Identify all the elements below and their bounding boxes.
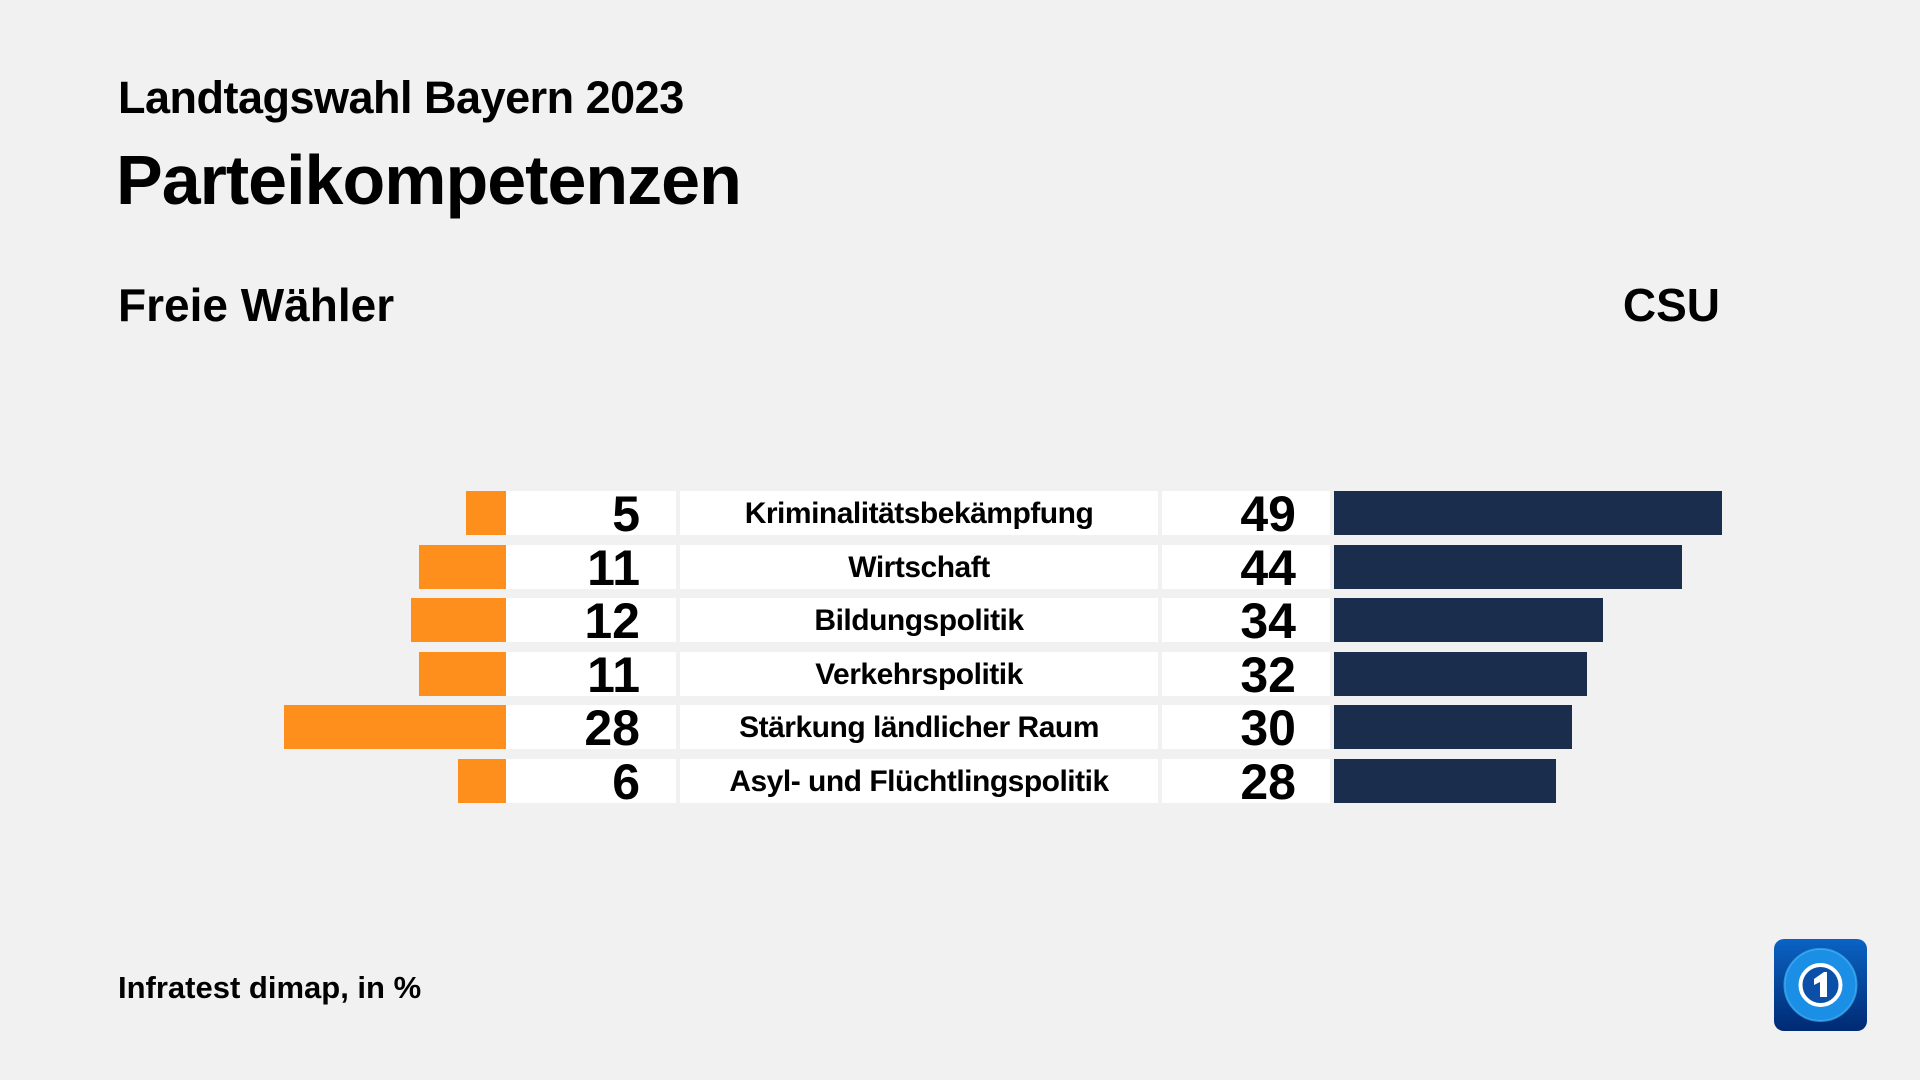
bar-freie-waehler — [458, 758, 506, 803]
value-label-right: 30 — [1162, 700, 1330, 756]
tagesschau-logo-icon — [1774, 939, 1867, 1031]
category-label: Bildungspolitik — [680, 598, 1158, 642]
chart-row: 6 Asyl- und Flüchtlingspolitik 28 — [0, 753, 1920, 810]
category-label: Kriminalitätsbekämpfung — [680, 491, 1158, 535]
chart-title: Parteikompetenzen — [116, 141, 742, 219]
value-text: 5 — [612, 486, 640, 542]
category-label: Verkehrspolitik — [680, 651, 1158, 696]
chart-row: 28 Stärkung ländlicher Raum 30 — [0, 700, 1920, 756]
value-text: 32 — [1240, 646, 1296, 703]
bar-freie-waehler — [418, 651, 506, 696]
bar-freie-waehler — [418, 544, 506, 589]
value-label-left: 12 — [506, 593, 676, 649]
value-text: 34 — [1240, 593, 1296, 649]
value-text: 12 — [584, 593, 640, 649]
value-label-right: 49 — [1162, 486, 1330, 542]
value-text: 28 — [1240, 753, 1296, 810]
chart-row: 12 Bildungspolitik 34 — [0, 593, 1920, 649]
value-label-right: 44 — [1162, 539, 1330, 596]
value-label-left: 28 — [506, 700, 676, 756]
value-text: 30 — [1240, 700, 1296, 756]
chart-subtitle: Landtagswahl Bayern 2023 — [118, 72, 684, 123]
value-text: 6 — [612, 753, 640, 810]
bar-csu — [1334, 705, 1572, 749]
bar-csu — [1334, 651, 1588, 696]
category-label: Stärkung ländlicher Raum — [680, 705, 1158, 749]
value-label-left: 11 — [506, 646, 676, 703]
chart-row: 11 Verkehrspolitik 32 — [0, 646, 1920, 703]
value-label-left: 6 — [506, 753, 676, 810]
value-text: 49 — [1240, 486, 1296, 542]
value-text: 11 — [587, 646, 640, 703]
value-text: 44 — [1240, 539, 1296, 596]
chart-row: 5 Kriminalitätsbekämpfung 49 — [0, 486, 1920, 542]
left-series-label: Freie Wähler — [118, 279, 395, 331]
chart-row: 11 Wirtschaft 44 — [0, 539, 1920, 596]
value-label-left: 5 — [506, 486, 676, 542]
value-label-right: 28 — [1162, 753, 1330, 810]
bar-freie-waehler — [410, 598, 506, 642]
category-label: Wirtschaft — [680, 544, 1158, 589]
bar-csu — [1334, 598, 1604, 642]
value-label-right: 34 — [1162, 593, 1330, 649]
value-label-left: 11 — [506, 539, 676, 596]
value-label-right: 32 — [1162, 646, 1330, 703]
bar-freie-waehler — [284, 705, 506, 749]
bar-csu — [1334, 544, 1683, 589]
bar-csu — [1334, 758, 1556, 803]
value-text: 28 — [584, 700, 640, 756]
value-text: 11 — [587, 539, 640, 596]
category-label: Asyl- und Flüchtlingspolitik — [680, 758, 1158, 803]
source-note: Infratest dimap, in % — [118, 970, 422, 1005]
right-series-label: CSU — [1622, 279, 1720, 331]
bar-freie-waehler — [466, 491, 506, 535]
bar-csu — [1334, 491, 1723, 535]
